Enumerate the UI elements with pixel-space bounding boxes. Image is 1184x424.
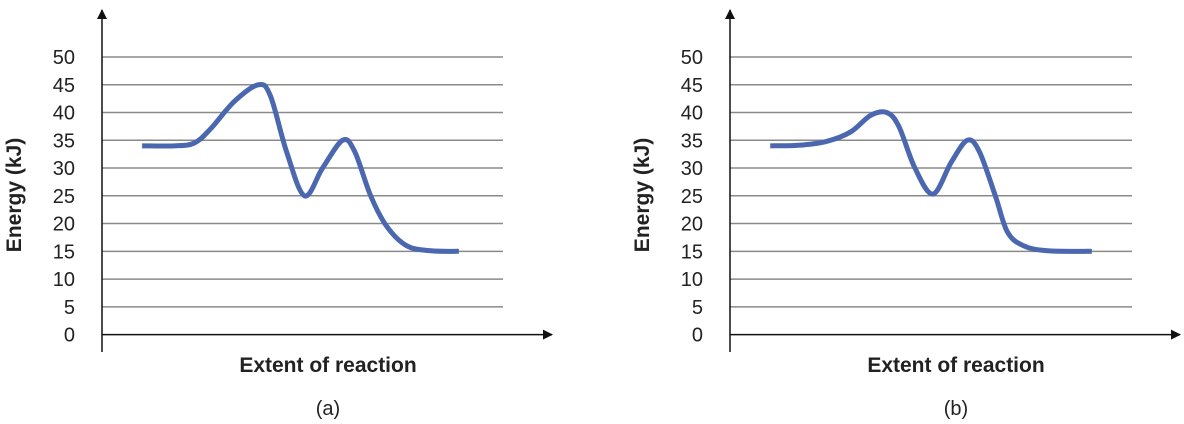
y-tick-label: 35 (53, 130, 75, 152)
y-tick-label: 20 (681, 214, 703, 236)
energy-curve (142, 82, 459, 254)
x-axis-title: Extent of reaction (239, 354, 416, 377)
chart-panel-a: Energy (kJ) Extent of reaction (a) 0 5 10 1… (3, 9, 553, 420)
panel-label: (b) (944, 398, 968, 420)
y-tick-label: 40 (681, 103, 703, 125)
y-tick-label: 25 (681, 186, 703, 208)
y-axis-title: Energy (kJ) (631, 138, 654, 252)
y-tick-label: 15 (681, 241, 703, 263)
y-tick-label: 10 (681, 269, 703, 291)
energy-curve (770, 109, 1092, 254)
y-tick-label: 0 (692, 325, 703, 347)
chart-panel-b: Energy (kJ) Extent of reaction (b) 0 5 10 1… (631, 9, 1181, 420)
panel-label: (a) (316, 398, 340, 420)
y-tick-label: 30 (53, 158, 75, 180)
y-tick-label: 20 (53, 214, 75, 236)
y-tick-label: 10 (53, 269, 75, 291)
y-tick-label: 45 (681, 75, 703, 97)
y-tick-label: 15 (53, 241, 75, 263)
x-axis-title: Extent of reaction (867, 354, 1044, 377)
y-tick-label: 0 (64, 325, 75, 347)
y-axis-title: Energy (kJ) (3, 138, 26, 252)
y-tick-label: 30 (681, 158, 703, 180)
y-tick-label: 45 (53, 75, 75, 97)
y-tick-label: 50 (681, 47, 703, 69)
y-tick-label: 5 (64, 297, 75, 319)
y-tick-label: 50 (53, 47, 75, 69)
y-tick-label: 5 (692, 297, 703, 319)
y-tick-label: 35 (681, 130, 703, 152)
y-tick-label: 25 (53, 186, 75, 208)
y-tick-label: 40 (53, 103, 75, 125)
